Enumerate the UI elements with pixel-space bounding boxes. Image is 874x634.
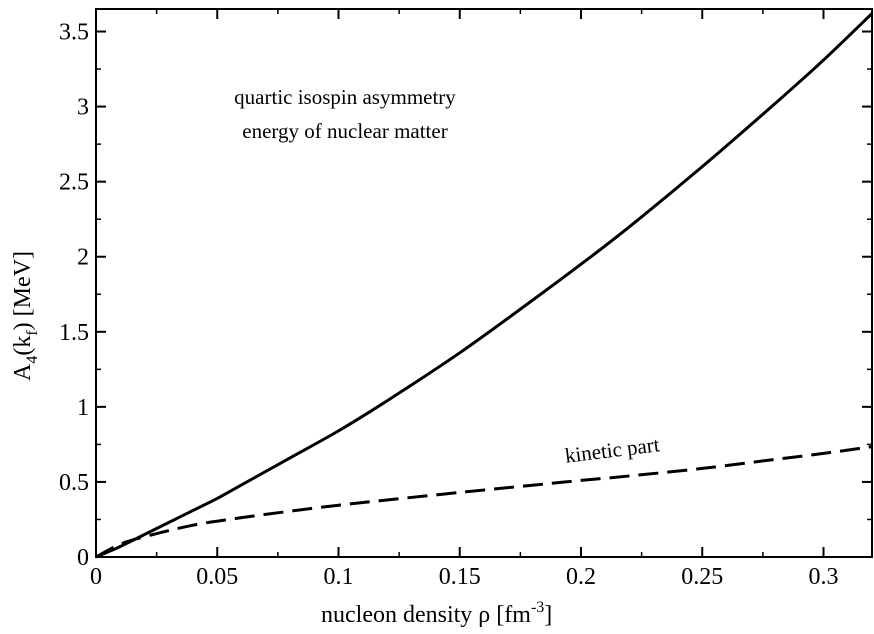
x-axis-label-superscript: -3 [531,599,544,616]
y-axis-label-tail: ) [MeV] [10,251,36,330]
annotation-title-line1: quartic isospin asymmetry [234,85,456,109]
ticks-layer [95,9,872,558]
y-tick-label: 3.5 [59,20,89,46]
y-tick-label: 3 [77,95,89,121]
y-axis-label-a-subscript: 4 [24,356,41,364]
y-tick-label: 2.5 [59,170,89,196]
y-tick-label: 1 [77,395,89,421]
series-line-kinetic [95,445,873,559]
y-tick-label: 2 [77,245,89,271]
tick-labels-layer: 0 0.05 0.1 0.15 0.2 0.25 0.3 0 0.5 1 1.5 2 2.5 3 3.5 [59,20,839,590]
x-tick-label: 0.1 [324,564,354,590]
x-tick-label: 0.2 [566,564,596,590]
x-axis-label: nucleon density ρ [fm-3] [321,599,552,628]
x-axis-label-tail: ] [544,602,552,628]
y-axis-label-k-subscript: f [24,330,41,336]
y-axis-label-a: A [10,363,36,381]
x-tick-label: 0.3 [809,564,839,590]
y-axis-label-k: (k [10,336,36,356]
y-tick-label: 0.5 [59,470,89,496]
plot-frame [95,8,873,558]
series-layer [95,12,874,559]
series-line-total [95,12,874,559]
x-tick-label: 0.05 [196,564,238,590]
x-tick-label: 0.25 [681,564,723,590]
y-tick-label: 1.5 [59,320,89,346]
annotation-kinetic-part: kinetic part [564,432,661,467]
x-tick-label: 0.15 [439,564,481,590]
y-tick-label: 0 [77,545,89,571]
x-tick-label: 0 [90,564,102,590]
y-axis-label: A4(kf) [MeV] [10,251,41,381]
annotation-title-line2: energy of nuclear matter [242,119,447,143]
x-axis-label-main: nucleon density ρ [fm [321,602,531,628]
